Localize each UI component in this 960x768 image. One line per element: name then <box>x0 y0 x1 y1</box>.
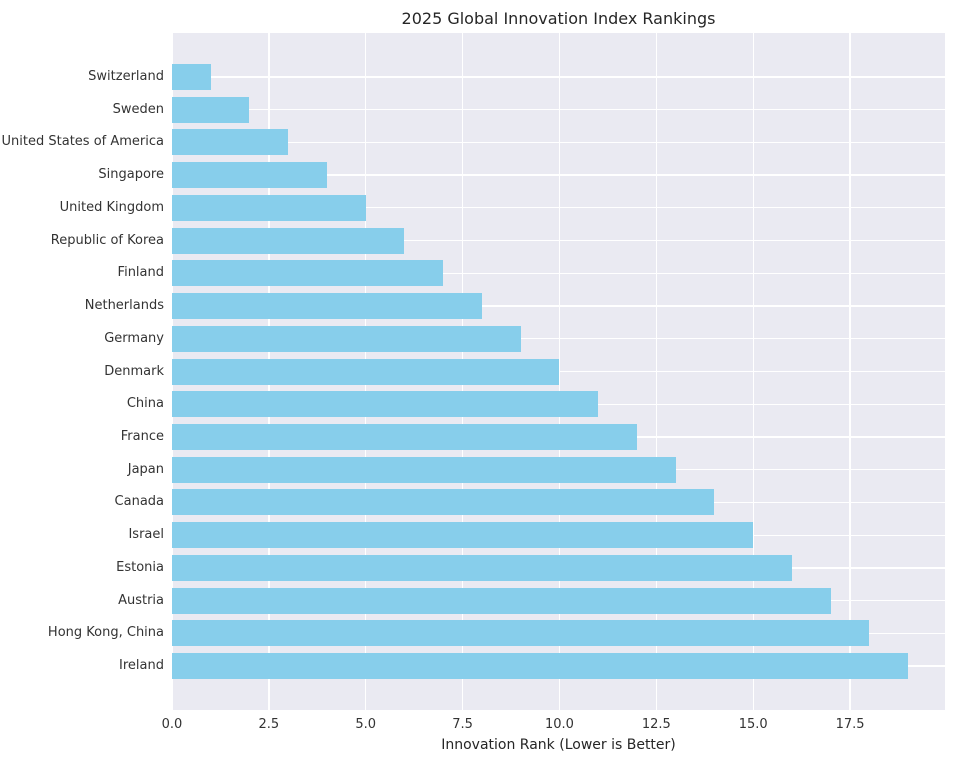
gridline-horizontal <box>172 239 945 242</box>
bar <box>172 96 250 123</box>
gridline-horizontal <box>172 174 945 176</box>
bar <box>172 653 909 680</box>
y-tick-label: Switzerland <box>88 68 164 84</box>
bar <box>172 162 327 189</box>
y-tick-label: Israel <box>128 527 164 543</box>
bar <box>172 129 289 156</box>
y-tick-label: Finland <box>117 265 164 281</box>
y-tick-label: Germany <box>104 330 164 346</box>
plot-area <box>171 33 945 710</box>
bar <box>172 391 599 418</box>
y-tick-label: Denmark <box>104 363 164 379</box>
y-tick-label: Estonia <box>116 559 164 575</box>
x-tick-label: 5.0 <box>355 717 377 732</box>
gridline-vertical <box>655 33 657 710</box>
gridline-horizontal <box>172 76 945 78</box>
bar <box>172 194 366 221</box>
x-tick-label: 17.5 <box>835 717 865 732</box>
bar <box>172 423 637 450</box>
y-tick-label: Hong Kong, China <box>47 625 164 641</box>
x-tick-label: 2.5 <box>258 717 280 732</box>
bar <box>172 456 676 483</box>
x-tick-label: 15.0 <box>738 717 768 732</box>
bar <box>172 63 211 90</box>
x-tick-label: 0.0 <box>161 717 183 732</box>
y-tick-label: France <box>120 428 164 444</box>
y-tick-label: Sweden <box>112 101 164 117</box>
y-tick-label: Ireland <box>119 658 164 674</box>
y-tick-label: China <box>126 396 164 412</box>
y-tick-label: Netherlands <box>84 298 164 314</box>
gridline-horizontal <box>172 141 945 143</box>
y-tick-label: United Kingdom <box>59 199 164 215</box>
gridline-vertical <box>752 33 754 710</box>
x-tick-label: 7.5 <box>452 717 473 732</box>
gridline-horizontal <box>172 305 945 307</box>
chart-title: 2025 Global Innovation Index Rankings <box>401 9 716 28</box>
bar <box>172 620 870 647</box>
bar <box>172 227 405 254</box>
y-tick-label: United States of America <box>1 134 164 150</box>
gridline-vertical <box>849 33 851 710</box>
gridline-horizontal <box>172 272 945 274</box>
x-tick-label: 10.0 <box>544 717 574 732</box>
y-tick-label: Canada <box>114 494 164 510</box>
bar <box>172 358 560 385</box>
bar <box>172 522 754 549</box>
bar <box>172 293 482 320</box>
bar <box>172 325 521 352</box>
y-tick-label: Japan <box>127 461 164 477</box>
y-tick-label: Singapore <box>98 167 164 183</box>
gridline-vertical <box>558 33 561 710</box>
y-tick-label: Austria <box>118 592 164 608</box>
bar <box>172 260 444 287</box>
gridline-horizontal <box>172 338 945 340</box>
x-axis-title: Innovation Rank (Lower is Better) <box>441 737 676 753</box>
gridline-horizontal <box>172 108 945 111</box>
bar <box>172 554 792 581</box>
y-tick-label: Republic of Korea <box>50 232 164 248</box>
bar <box>172 489 715 516</box>
x-tick-label: 12.5 <box>641 717 671 732</box>
bar <box>172 587 831 614</box>
gridline-horizontal <box>172 207 945 209</box>
